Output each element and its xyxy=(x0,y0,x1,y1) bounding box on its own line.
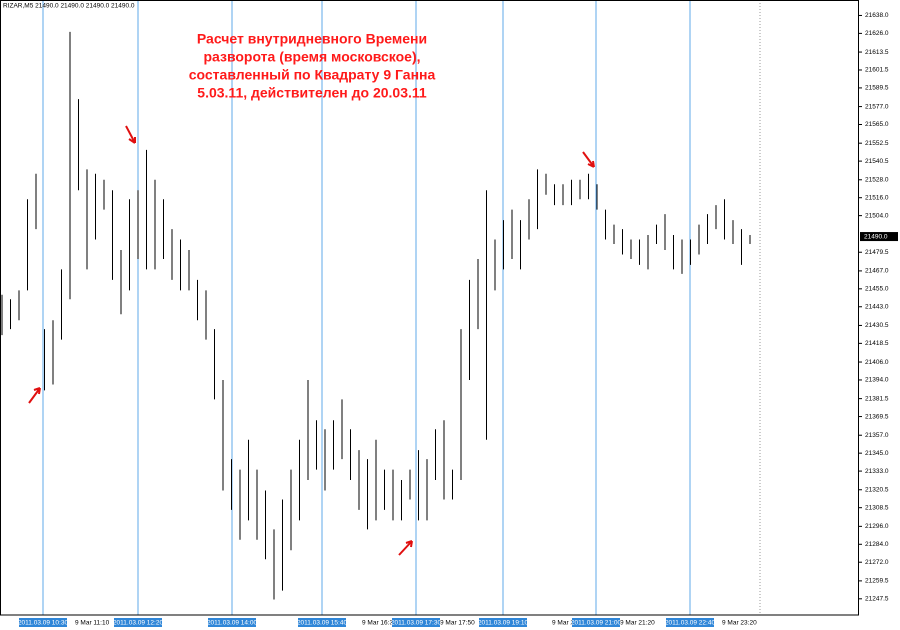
y-tick-label: 21259.5 xyxy=(865,578,889,585)
plot-border xyxy=(0,0,859,616)
y-tick-label: 21308.5 xyxy=(865,504,889,511)
y-tick-label: 21504.0 xyxy=(865,212,889,219)
y-tick-label: 21443.0 xyxy=(865,303,889,310)
y-tick-label: 21333.0 xyxy=(865,468,889,475)
time-marker-box xyxy=(666,618,714,627)
y-tick-label: 21601.5 xyxy=(865,67,889,74)
y-tick-label: 21418.5 xyxy=(865,340,889,347)
y-tick-label: 21320.5 xyxy=(865,486,889,493)
annotation-line: Расчет внутридневного Времени xyxy=(197,31,427,47)
y-tick-label: 21345.0 xyxy=(865,450,889,457)
y-tick-label: 21357.0 xyxy=(865,432,889,439)
time-marker-label: 2011.03.09 22:40 xyxy=(665,620,716,627)
x-tick-label: 9 Mar 16:30 xyxy=(362,620,397,627)
time-marker-box xyxy=(19,618,67,627)
x-tick-label: 9 Mar 20:00 xyxy=(552,620,587,627)
arrow xyxy=(125,125,136,144)
y-tick-label: 21626.0 xyxy=(865,30,889,37)
time-marker-label: 2011.03.09 19:10 xyxy=(478,620,529,627)
y-tick-label: 21479.5 xyxy=(865,249,889,256)
y-tick-label: 21406.0 xyxy=(865,359,889,366)
y-tick-label: 21455.0 xyxy=(865,286,889,293)
time-marker-label: 2011.03.09 12:20 xyxy=(113,620,164,627)
last-price-label: 21490.0 xyxy=(864,233,888,240)
arrow xyxy=(582,151,595,168)
y-tick-label: 21589.5 xyxy=(865,85,889,92)
y-tick-label: 21577.0 xyxy=(865,103,889,110)
y-tick-label: 21296.0 xyxy=(865,523,889,530)
time-marker-box xyxy=(479,618,527,627)
y-tick-label: 21565.0 xyxy=(865,121,889,128)
y-tick-label: 21613.5 xyxy=(865,49,889,56)
annotation: Расчет внутридневного Времени разворота … xyxy=(189,31,436,101)
time-marker-label: 2011.03.09 10:30 xyxy=(18,620,69,627)
x-tick-label: 9 Mar 17:50 xyxy=(440,620,475,627)
chart-header: RIZAR,M5 21490.0 21490.0 21490.0 21490.0 xyxy=(3,3,135,10)
arrow xyxy=(28,387,41,404)
x-tick-label: 9 Mar 21:20 xyxy=(620,620,655,627)
y-tick-label: 21394.0 xyxy=(865,377,889,384)
y-tick-label: 21516.0 xyxy=(865,194,889,201)
y-tick-label: 21247.5 xyxy=(865,596,889,603)
time-marker-box xyxy=(392,618,440,627)
time-marker-box xyxy=(208,618,256,627)
y-tick-label: 21381.5 xyxy=(865,395,889,402)
y-tick-label: 21638.0 xyxy=(865,12,889,19)
y-tick-label: 21272.0 xyxy=(865,559,889,566)
time-marker-box xyxy=(114,618,162,627)
time-marker-box xyxy=(572,618,620,627)
y-tick-label: 21284.0 xyxy=(865,541,889,548)
time-marker-label: 2011.03.09 17:30 xyxy=(391,620,442,627)
time-marker-label: 2011.03.09 15:40 xyxy=(297,620,348,627)
x-tick-label: 9 Mar 23:20 xyxy=(722,620,757,627)
time-marker-label: 2011.03.09 21:00 xyxy=(571,620,622,627)
x-tick-label: 9 Mar 11:10 xyxy=(75,620,110,627)
last-price-box xyxy=(860,232,898,242)
y-tick-label: 21552.5 xyxy=(865,140,889,147)
y-tick-label: 21369.5 xyxy=(865,413,889,420)
y-tick-label: 21528.0 xyxy=(865,177,889,184)
annotation-line: 5.03.11, действителен до 20.03.11 xyxy=(197,85,427,101)
arrows xyxy=(28,125,595,556)
y-tick-label: 21540.5 xyxy=(865,158,889,165)
y-tick-label: 21467.0 xyxy=(865,268,889,275)
time-marker-label: 2011.03.09 14:00 xyxy=(207,620,258,627)
y-tick-label: 21430.5 xyxy=(865,322,889,329)
annotation-line: разворота (время московское), xyxy=(203,49,420,65)
annotation-line: составленный по Квадрату 9 Ганна xyxy=(189,67,436,83)
arrow xyxy=(398,540,413,556)
time-marker-box xyxy=(298,618,346,627)
